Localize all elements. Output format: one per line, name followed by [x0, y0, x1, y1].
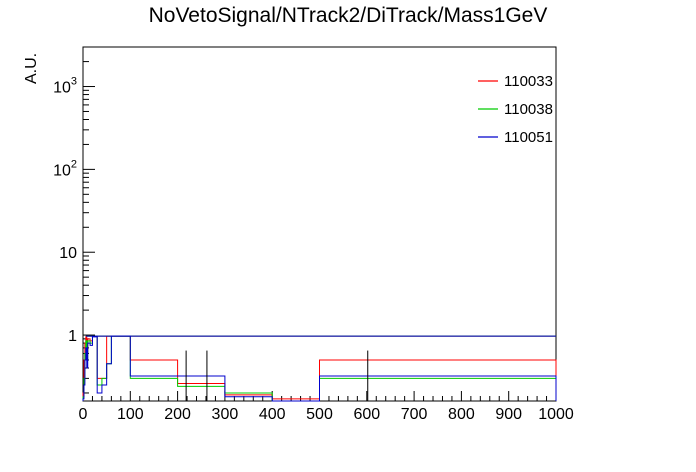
y-tick-exponent: 2: [71, 158, 77, 170]
x-tick-label: 100: [117, 406, 144, 423]
x-tick-label: 200: [164, 406, 191, 423]
x-tick-label: 500: [306, 406, 333, 423]
y-tick-label: 1: [68, 328, 77, 345]
legend-label: 110051: [504, 129, 553, 146]
series-line-110051: [82, 335, 557, 402]
y-axis-title: A.U.: [23, 53, 40, 84]
x-tick-label: 900: [495, 406, 522, 423]
x-tick-label: 300: [212, 406, 239, 423]
x-tick-label: 800: [448, 406, 475, 423]
x-tick-label: 0: [79, 406, 88, 423]
series-layer: [82, 335, 557, 402]
plot-frame: [82, 46, 557, 402]
legend-label: 110038: [504, 101, 553, 118]
y-tick-exponent: 3: [71, 76, 77, 88]
y-tick-label: 10: [59, 245, 77, 262]
y-tick-label: 102: [53, 158, 77, 179]
error-bars: [185, 350, 369, 401]
x-tick-label: 1000: [538, 406, 574, 423]
x-tick-label: 600: [353, 406, 380, 423]
y-tick-base: 10: [53, 162, 71, 179]
chart-title: NoVetoSignal/NTrack2/DiTrack/Mass1GeV: [148, 4, 548, 27]
legend-label: 110033: [504, 73, 553, 90]
x-tick-label: 700: [401, 406, 428, 423]
legend: 110033 110038 110051: [478, 73, 553, 146]
y-tick-base: 10: [53, 80, 71, 97]
x-tick-label: 400: [259, 406, 286, 423]
y-tick-label: 103: [53, 76, 77, 97]
x-axis: 0 100 200 300 400 500 600 700 800 900 1000: [79, 391, 574, 423]
